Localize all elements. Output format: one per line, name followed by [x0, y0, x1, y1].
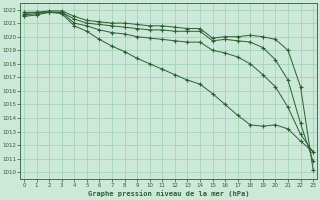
X-axis label: Graphe pression niveau de la mer (hPa): Graphe pression niveau de la mer (hPa) [88, 190, 249, 197]
